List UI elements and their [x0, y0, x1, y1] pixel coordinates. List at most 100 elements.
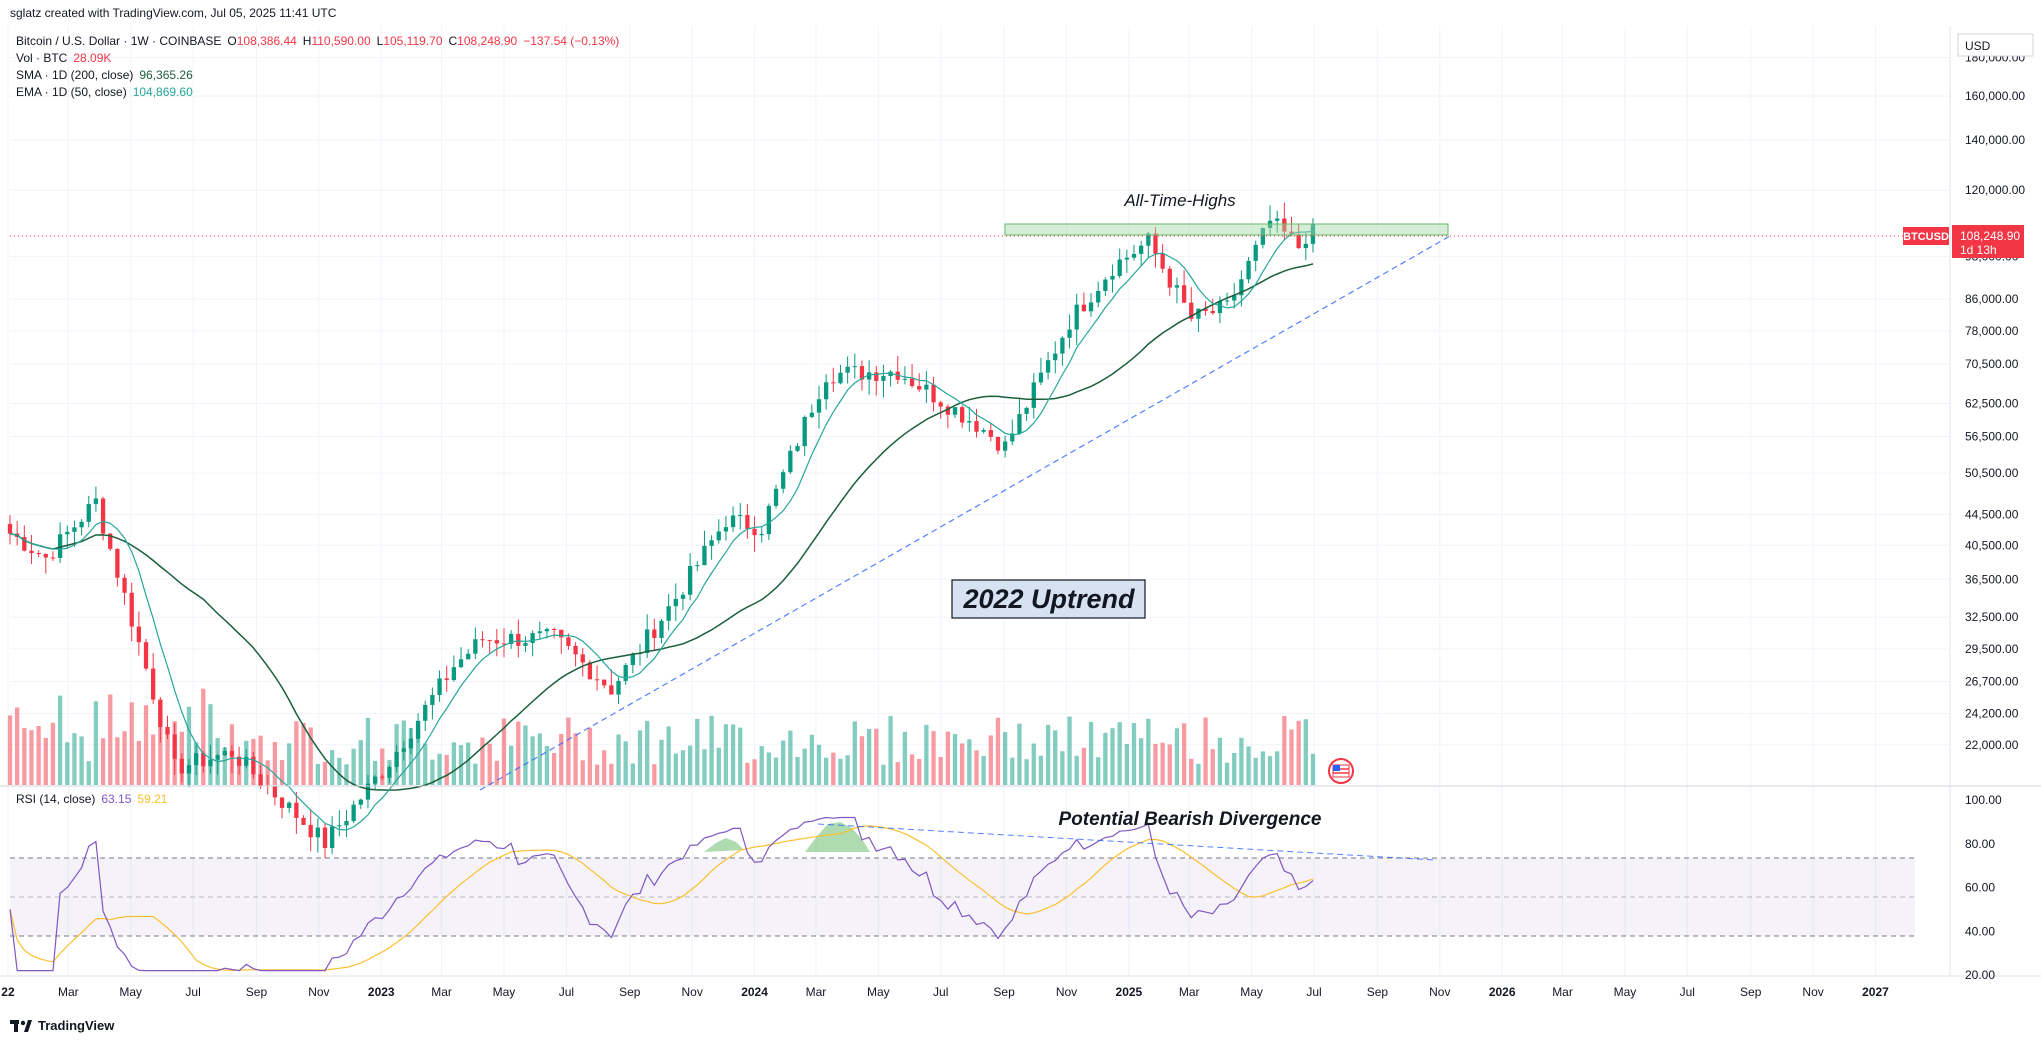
volume-bar — [315, 764, 320, 785]
volume-bar — [1146, 718, 1151, 785]
candle-body — [1053, 353, 1058, 361]
volume-bar — [380, 748, 385, 785]
volume-bar — [322, 761, 328, 785]
price-tick-label: 78,000.00 — [1965, 324, 2019, 338]
volume-bar — [766, 752, 772, 785]
volume-bar — [816, 744, 822, 785]
volume-bar — [673, 753, 678, 785]
candle-body — [458, 659, 464, 668]
volume-bar — [917, 759, 922, 785]
flag-icon[interactable] — [1328, 758, 1354, 784]
volume-bar — [151, 734, 156, 785]
candle-body — [594, 679, 600, 681]
candle-body — [122, 577, 127, 593]
volume-bar — [451, 742, 457, 785]
time-tick-label: May — [493, 985, 516, 999]
volume-bar — [902, 731, 908, 785]
rsi-divergence-highlight — [704, 838, 744, 852]
volume-bar — [1010, 757, 1015, 785]
candle-body — [537, 631, 542, 634]
candle-body — [473, 639, 478, 654]
candle-body — [229, 750, 235, 757]
candle-body — [408, 738, 414, 749]
volume-bar — [43, 737, 48, 785]
volume-bar — [186, 706, 192, 785]
candle-body — [802, 416, 807, 447]
volume-bar — [1275, 751, 1280, 785]
volume-bar — [1253, 757, 1258, 785]
candle-body — [516, 633, 521, 646]
candle-body — [960, 407, 965, 423]
volume-bar — [1038, 755, 1044, 785]
volume-bar — [423, 743, 428, 785]
time-tick-label: Jul — [933, 985, 948, 999]
candle-body — [487, 640, 492, 642]
volume-bar — [301, 722, 306, 785]
ath-label: All-Time-Highs — [1123, 191, 1236, 210]
candle-body — [738, 515, 743, 517]
volume-bar — [308, 727, 313, 785]
candle-body — [1024, 407, 1029, 414]
candle-body — [208, 759, 213, 767]
rsi-value: 63.15 — [101, 792, 132, 806]
volume-bar — [365, 717, 371, 785]
candle-body — [115, 548, 120, 578]
candle-body — [580, 654, 585, 663]
volume-bar — [587, 727, 593, 785]
rsi-line — [9, 816, 1314, 972]
volume-bar — [1160, 742, 1165, 785]
currency-label[interactable]: USD — [1965, 39, 1991, 53]
candle-body — [380, 776, 385, 778]
volume-bar — [22, 727, 27, 785]
candle-body — [1303, 243, 1308, 249]
volume-bar — [745, 762, 750, 785]
candle-body — [616, 680, 621, 695]
candle-body — [995, 436, 1001, 451]
candle-body — [1124, 257, 1129, 260]
volume-bar — [738, 727, 743, 785]
candle-body — [129, 592, 134, 627]
candle-body — [766, 505, 772, 535]
candle-body — [437, 678, 442, 695]
time-tick-label: Jul — [1680, 985, 1695, 999]
candle-body — [1038, 372, 1044, 383]
volume-bar — [1045, 724, 1051, 785]
candle-body — [609, 685, 614, 695]
chart-credit: sglatz created with TradingView.com, Jul… — [10, 6, 337, 20]
volume-bar — [723, 724, 729, 785]
volume-bar — [1289, 729, 1294, 785]
candle-body — [57, 534, 63, 558]
volume-bar — [344, 764, 349, 785]
candle-body — [258, 774, 263, 786]
trendline-2022 — [479, 235, 1451, 791]
volume-bar — [158, 702, 163, 785]
candle-body — [1117, 259, 1122, 276]
candle-body — [1131, 253, 1137, 258]
time-tick-label: Nov — [1056, 985, 1077, 999]
candle-body — [372, 776, 378, 784]
symbol-badge — [1903, 227, 1949, 245]
tradingview-brand[interactable]: TradingView — [10, 1018, 114, 1033]
candle-body — [938, 402, 943, 407]
candle-body — [244, 756, 249, 766]
rsi-band — [10, 858, 1915, 936]
candle-body — [322, 827, 328, 848]
rsi-tick-label: 60.00 — [1965, 881, 1995, 895]
volume-bar — [1117, 722, 1122, 785]
candle-body — [337, 825, 342, 827]
price-tick-label: 70,500.00 — [1965, 357, 2019, 371]
candle-body — [1246, 260, 1251, 280]
time-axis: 22 Mar May Jul Sep Nov 2023 Mar May Jul Sep Nov 2024… — [1, 985, 1889, 999]
time-tick-label: Mar — [806, 985, 827, 999]
time-tick-label: May — [119, 985, 142, 999]
time-tick-label: 2024 — [741, 985, 768, 999]
volume-bar — [1189, 758, 1194, 785]
volume-bar — [1181, 723, 1187, 785]
volume-bar — [1002, 732, 1008, 785]
candle-body — [544, 629, 550, 632]
volume-label: Vol · BTC — [16, 51, 68, 65]
volume-bar — [208, 704, 213, 785]
volume-bar — [143, 705, 149, 785]
time-tick-label: Jul — [559, 985, 574, 999]
